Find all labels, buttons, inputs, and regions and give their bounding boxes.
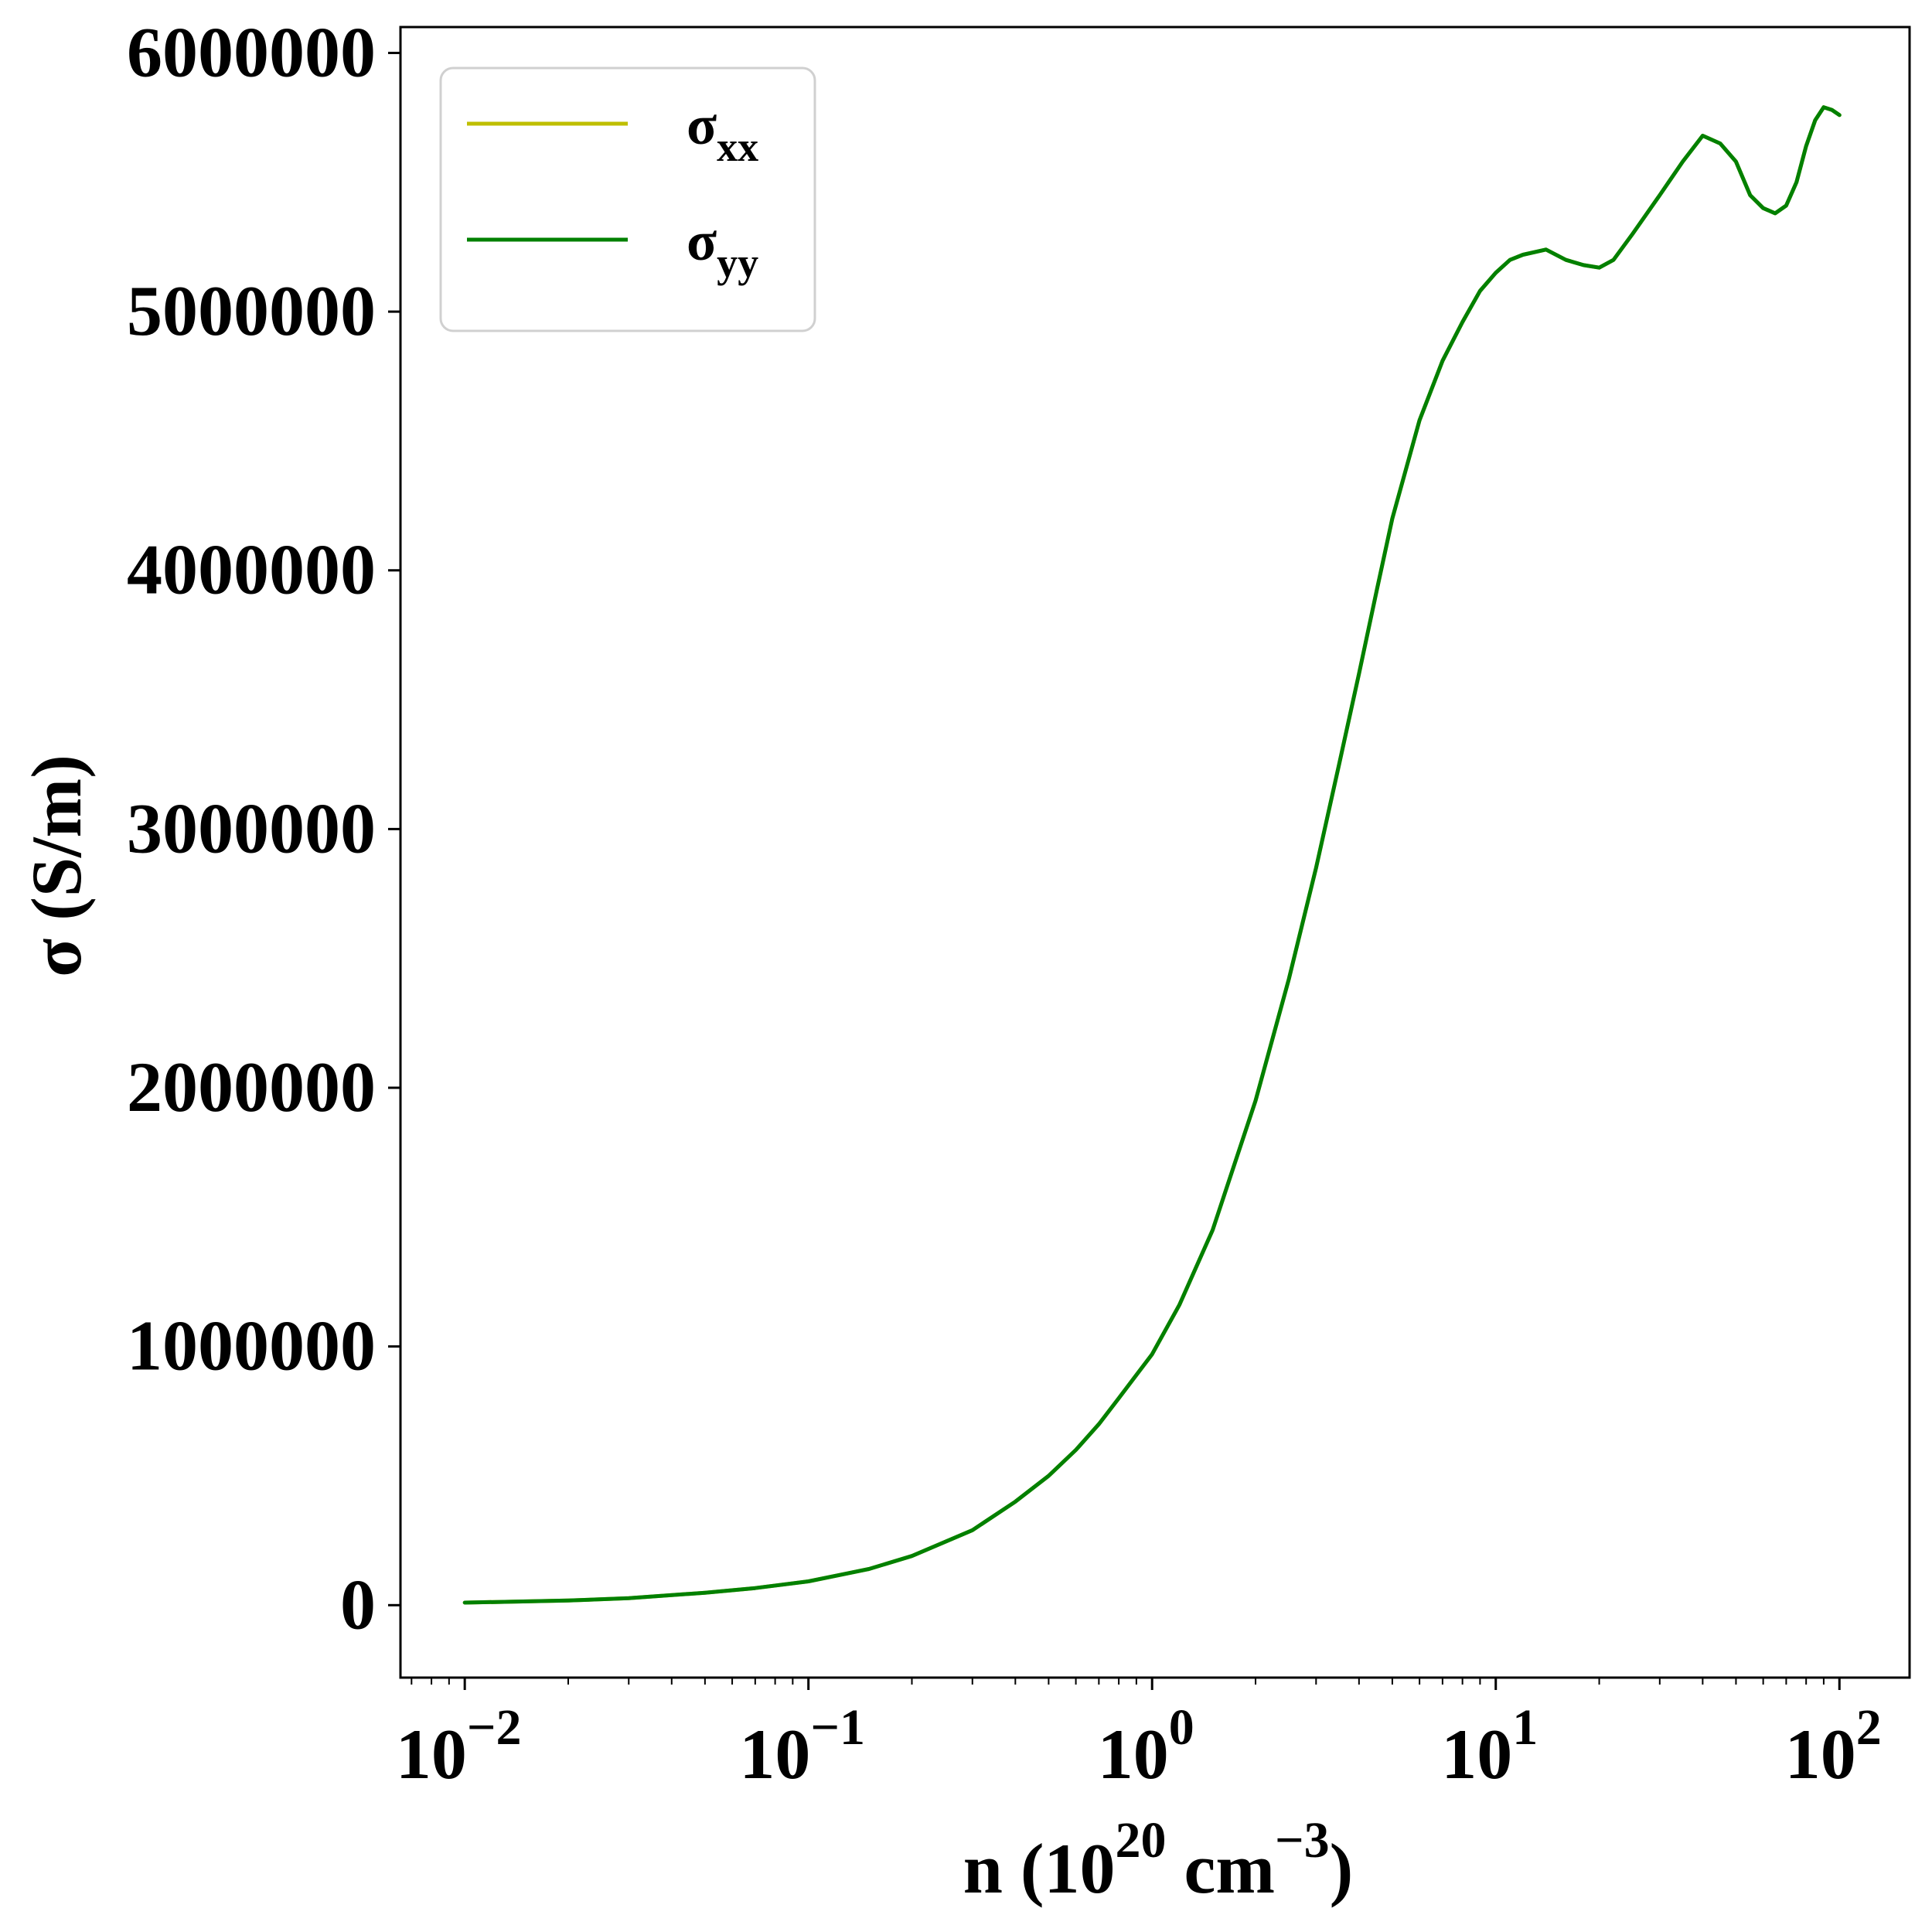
- legend-label-sigma-yy: σyy: [687, 210, 758, 286]
- y-tick-label: 4000000: [127, 530, 376, 609]
- y-axis-title: σ (S/m): [17, 755, 96, 977]
- legend: σxx σyy: [439, 66, 816, 332]
- x-tick-label: 100: [1098, 1699, 1194, 1794]
- series-layer: [462, 105, 1842, 1605]
- x-tick-label: 10−2: [396, 1699, 522, 1794]
- legend-label-sigma-xx: σxx: [687, 94, 758, 170]
- x-tick-label: 102: [1785, 1699, 1882, 1794]
- series-line-sigma-yy: [462, 105, 1842, 1605]
- y-tick-label: 1000000: [127, 1307, 376, 1385]
- x-tick-label: 101: [1441, 1699, 1538, 1794]
- y-tick-label: 6000000: [127, 12, 376, 91]
- plot-frame: [399, 26, 1911, 1679]
- x-axis-title: n (1020 cm−3): [963, 1812, 1354, 1908]
- y-tick-label: 2000000: [127, 1048, 376, 1126]
- x-tick-label: 10−1: [739, 1699, 865, 1794]
- legend-box: [439, 66, 816, 332]
- y-tick-label: 5000000: [127, 271, 376, 350]
- y-axis: 0 1000000 2000000 3000000 4000000 5000000 6000…: [127, 12, 400, 1644]
- y-tick-label: 3000000: [127, 789, 376, 867]
- y-tick-label: 0: [340, 1565, 376, 1644]
- x-axis: 10−2 10−1 100 101 102: [396, 1678, 1882, 1794]
